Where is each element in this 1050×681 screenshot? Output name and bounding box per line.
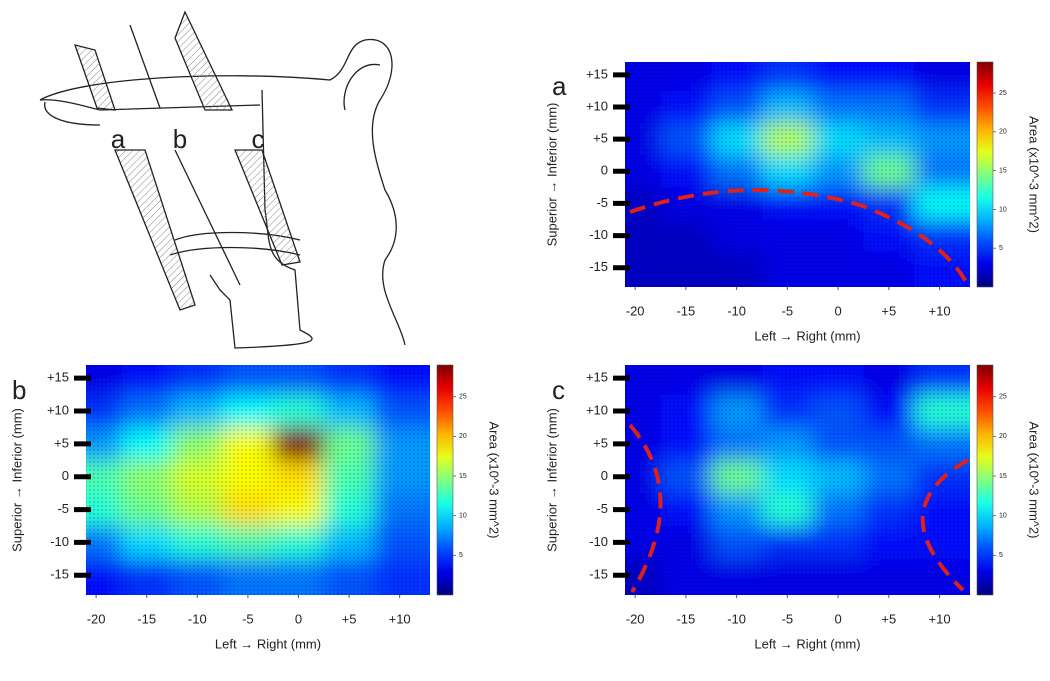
boundary-curve [920, 458, 969, 592]
colorbar-label: Area (x10^-3 mm^2) [487, 422, 502, 539]
panel-label: a [552, 71, 567, 101]
colorbar-tick-label: 10 [999, 206, 1007, 213]
colorbar-label: Area (x10^-3 mm^2) [1027, 116, 1042, 233]
y-tick-label: -5 [596, 195, 608, 210]
x-tick-label: 0 [295, 611, 302, 626]
x-tick-label: +5 [881, 303, 896, 318]
colorbar-tick-label: 15 [999, 167, 1007, 174]
x-tick-label: -20 [626, 611, 645, 626]
x-tick-label: -5 [782, 611, 794, 626]
y-axis-label: Superior → Inferior (mm) [544, 408, 559, 552]
y-tick-label: -5 [596, 501, 608, 516]
y-tick-label: +15 [586, 370, 608, 385]
boundary-curve [628, 423, 663, 594]
x-tick-label: -10 [188, 611, 207, 626]
panel-label: b [12, 375, 26, 405]
y-axis-label: Superior → Inferior (mm) [9, 408, 24, 552]
x-axis-label: Left → Right (mm) [754, 636, 860, 651]
heatmaps: +15 +10 +5 0 -5 -10 -15 -20 -15 -10 -5 0 +5 +10 Left →… [9, 61, 1042, 651]
x-tick-label: +5 [881, 611, 896, 626]
x-tick-label: +10 [389, 611, 411, 626]
y-tick-label: -15 [589, 259, 608, 274]
x-tick-label: +10 [929, 611, 951, 626]
x-axis-label: Left → Right (mm) [215, 636, 321, 651]
colorbar-tick-label: 15 [459, 473, 467, 480]
x-tick-label: -5 [782, 303, 794, 318]
anatomy-diagram [39, 10, 406, 349]
x-tick-label: +5 [342, 611, 357, 626]
heatmap [86, 365, 430, 595]
x-tick-label: -10 [727, 611, 746, 626]
section-label: b [173, 124, 187, 154]
boundary-curve [629, 188, 970, 286]
y-tick-label: -5 [57, 501, 69, 516]
x-tick-label: -15 [676, 303, 695, 318]
y-axis-label: Superior → Inferior (mm) [544, 103, 559, 247]
y-tick-label: 0 [62, 468, 69, 483]
colorbar-tick-label: 20 [999, 129, 1007, 136]
colorbar-tick-label: 15 [999, 473, 1007, 480]
x-tick-label: 0 [834, 303, 841, 318]
colorbar [436, 364, 454, 596]
x-tick-label: -5 [242, 611, 254, 626]
y-tick-label: +5 [593, 435, 608, 450]
section-label: a [111, 124, 126, 154]
y-tick-label: +15 [586, 66, 608, 81]
y-tick-label: 0 [601, 468, 608, 483]
heatmap [625, 62, 970, 287]
y-tick-label: +5 [54, 435, 69, 450]
y-tick-label: +10 [586, 402, 608, 417]
y-tick-label: -10 [50, 534, 69, 549]
y-tick-label: -10 [589, 227, 608, 242]
heatmap [625, 365, 970, 595]
colorbar-tick-label: 25 [459, 394, 467, 401]
x-tick-label: -15 [137, 611, 156, 626]
panel-label: c [552, 375, 565, 405]
colorbar-tick-label: 10 [999, 513, 1007, 520]
texture [625, 365, 970, 595]
x-tick-label: 0 [834, 611, 841, 626]
y-tick-label: -15 [50, 567, 69, 582]
x-tick-label: -10 [727, 303, 746, 318]
x-tick-label: -20 [626, 303, 645, 318]
texture [625, 62, 970, 287]
y-tick-label: -15 [589, 567, 608, 582]
y-tick-label: +10 [586, 98, 608, 113]
colorbar-tick-label: 20 [459, 433, 467, 440]
colorbar-tick-label: 20 [999, 433, 1007, 440]
x-axis-label: Left → Right (mm) [754, 328, 860, 343]
boundary-curves [628, 188, 970, 594]
texture [86, 365, 430, 595]
colorbar-tick-label: 25 [999, 90, 1007, 97]
colorbar-tick-label: 5 [999, 245, 1003, 252]
x-tick-label: -15 [676, 611, 695, 626]
colorbar [976, 364, 994, 596]
colorbar-tick-label: 5 [999, 552, 1003, 559]
colorbar-tick-label: 10 [459, 513, 467, 520]
colorbar-tick-label: 5 [459, 552, 463, 559]
y-tick-label: +10 [47, 402, 69, 417]
colorbar-label: Area (x10^-3 mm^2) [1027, 422, 1042, 539]
y-tick-label: +15 [47, 370, 69, 385]
x-tick-label: -20 [87, 611, 106, 626]
colorbar-tick-label: 25 [999, 394, 1007, 401]
y-tick-label: -10 [589, 534, 608, 549]
y-tick-label: 0 [601, 163, 608, 178]
y-tick-label: +5 [593, 131, 608, 146]
x-tick-label: +10 [929, 303, 951, 318]
colorbar [976, 61, 994, 288]
section-label: c [252, 124, 265, 154]
